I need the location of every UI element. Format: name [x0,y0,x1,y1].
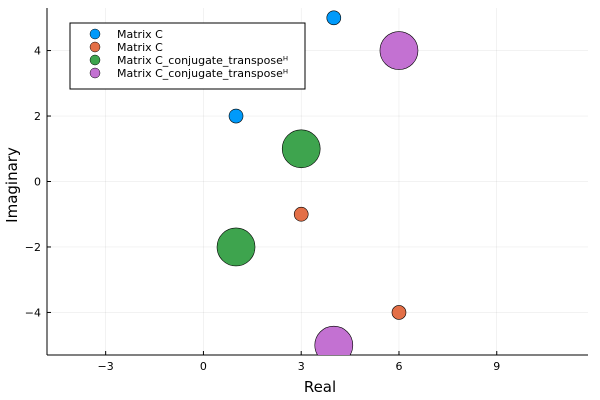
scatter-point[interactable] [228,108,244,124]
legend-box [69,22,306,90]
legend-marker [89,41,101,53]
legend-label: Matrix C_conjugate_transposeᴴ [117,67,288,80]
scatter-point[interactable] [391,305,407,320]
x-tick-label: 0 [200,360,207,373]
legend-label: Matrix C [117,41,163,54]
scatter-point[interactable] [326,10,342,26]
scatter-point[interactable] [281,129,321,169]
y-tick-label: 4 [34,45,41,58]
x-tick-label: 6 [395,360,402,373]
legend-marker [89,28,101,40]
scatter-point[interactable] [314,325,354,364]
scatter-point[interactable] [216,227,256,267]
data-points [216,10,419,364]
axes: −3 0 3 6 9 −4 −2 0 2 4 [25,8,588,373]
scatter-point[interactable] [293,206,309,222]
x-axis-title: Real [304,378,336,396]
y-tick-label: 2 [34,110,41,123]
x-tick-label: 9 [493,360,500,373]
x-tick-label: −3 [98,360,114,373]
legend-marker [89,67,101,79]
y-axis-title: Imaginary [3,147,21,223]
legend-marker [89,54,101,66]
legend-label: Matrix C [117,28,163,41]
y-tick-label: 0 [34,176,41,189]
x-tick-label: 3 [298,360,305,373]
scatter-point[interactable] [379,31,419,70]
y-tick-label: −2 [25,241,41,254]
legend-label: Matrix C_conjugate_transposeᴴ [117,54,288,67]
y-tick-label: −4 [25,306,41,319]
